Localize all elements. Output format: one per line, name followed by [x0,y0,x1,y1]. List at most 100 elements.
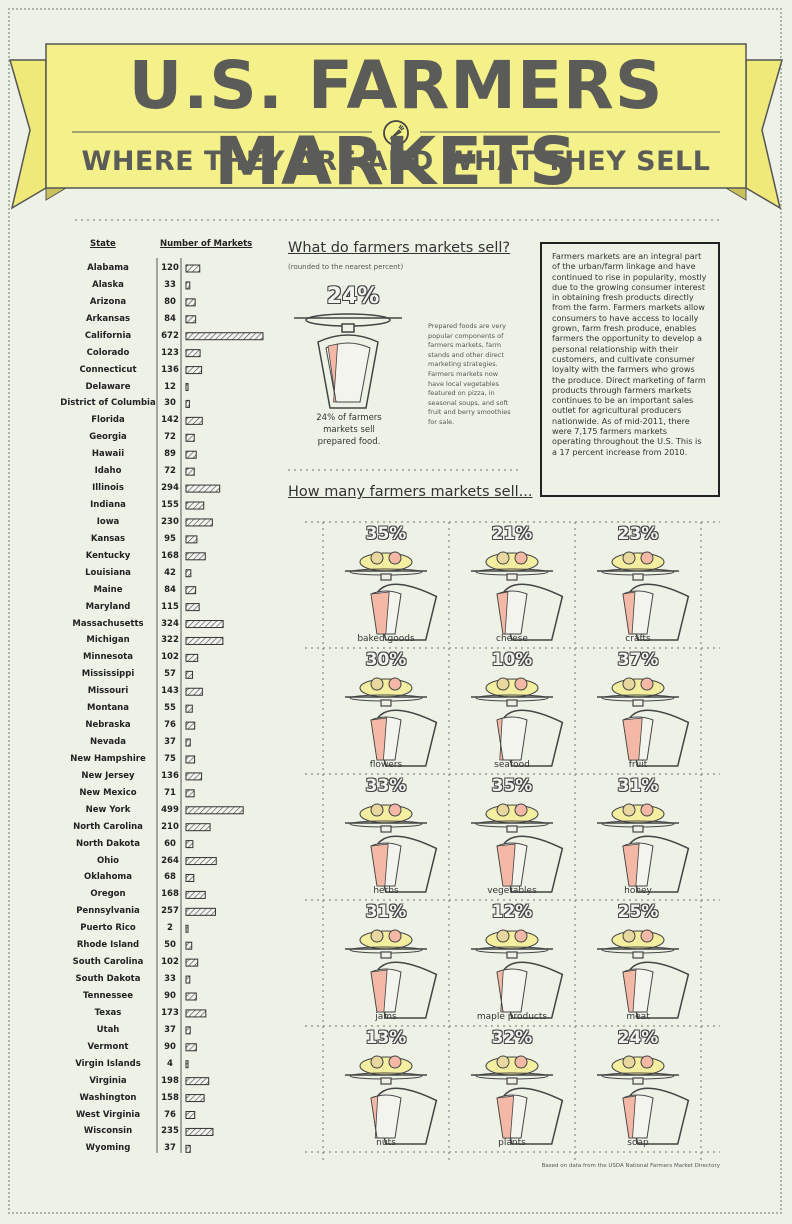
prepared-food-caption: 24% of farmers markets sell prepared foo… [316,413,382,447]
state-name: Arizona [89,296,127,307]
state-market-count: 102 [161,957,179,968]
gauge-label: cheese [496,634,528,644]
gauge-percent: 25% [617,902,659,922]
state-market-count: 198 [161,1075,179,1086]
state-name: Nebraska [85,720,131,731]
gauge-label: baked goods [357,634,415,644]
state-name: Washington [79,1092,137,1103]
gauge-percent: 31% [617,776,659,796]
gauge-crafts [597,551,690,641]
gauge-percent: 24% [617,1028,659,1048]
gauge-label: honey [624,886,652,896]
gauge-cheese [471,551,564,641]
state-market-count: 57 [164,669,176,680]
nut-icon [359,1055,413,1076]
state-name: Alaska [92,279,124,290]
meat-icon [611,929,665,950]
state-name: District of Columbia [60,398,156,409]
state-market-count: 257 [161,906,179,917]
state-market-count: 95 [164,533,176,544]
state-name: Kentucky [85,550,131,561]
state-market-count: 60 [164,838,176,849]
page-border [8,8,782,1214]
honey-icon [611,803,665,824]
gauge-fill [370,969,388,1013]
state-market-count: 50 [164,940,176,951]
state-name: Louisiana [85,567,131,578]
gauge-label: maple products [476,1012,548,1022]
state-name: New Jersey [81,770,135,781]
state-market-count: 37 [164,1024,176,1035]
section-title-how-many: How many farmers markets sell... [288,484,533,500]
gauge-percent: 37% [617,650,659,670]
ribbon-left-tail [9,59,47,210]
state-name: Tennessee [83,990,133,1001]
state-market-count: 2 [167,923,173,934]
state-name: Minnesota [83,652,133,663]
prepared-food-gauge-fill [327,343,339,403]
state-market-count: 55 [164,703,176,714]
state-name: Maine [93,584,123,595]
gauge-percent: 21% [491,524,533,544]
state-name: Idaho [94,466,122,477]
state-name: West Virginia [75,1109,141,1120]
state-market-count: 264 [161,855,179,866]
state-name: Massachusetts [72,618,144,629]
gauge-fill [622,1095,636,1139]
state-name: Oregon [90,889,126,900]
gauge-percent: 31% [365,902,407,922]
state-market-count: 136 [161,770,179,781]
fish-icon [485,677,539,698]
state-name: Georgia [89,432,127,443]
state-name: Virginia [89,1075,127,1086]
state-name: Arkansas [85,313,131,324]
state-market-count: 90 [164,990,176,1001]
gauge-percent: 33% [365,776,407,796]
gauge-percent: 23% [617,524,659,544]
gauge-label: soap [627,1138,649,1148]
state-market-count: 168 [161,889,179,900]
gauge-fill [496,1095,515,1139]
state-name: Illinois [92,483,124,494]
state-market-count: 37 [164,737,176,748]
gauge-plants [471,1055,564,1145]
prepared-food-description: Prepared foods are very popular componen… [428,322,511,426]
gauge-fill [370,843,389,887]
state-name: Michigan [86,635,130,646]
state-market-count: 102 [161,652,179,663]
state-name: Virgin Islands [75,1058,141,1069]
state-market-count: 84 [164,313,176,324]
state-name: Indiana [90,500,126,511]
state-name: California [84,330,132,341]
state-market-count: 89 [164,449,176,460]
gauge-seafood [471,677,564,767]
gauge-fill [496,591,509,635]
state-name: Florida [91,415,125,426]
state-market-count: 173 [161,1007,179,1018]
state-market-count: 499 [161,804,179,815]
prepared-food-gauge [294,313,402,409]
state-market-count: 80 [164,296,176,307]
banner [45,43,747,189]
gauge-percent: 12% [491,902,533,922]
state-market-count: 4 [167,1058,173,1069]
gauge-percent: 13% [365,1028,407,1048]
state-name: Hawaii [91,449,125,460]
state-name: Maryland [85,601,131,612]
gauge-label: jams [375,1012,397,1022]
carrot-icon [383,120,409,146]
state-market-count: 143 [161,686,179,697]
state-market-count: 30 [164,398,176,409]
state-market-count: 235 [161,1126,179,1137]
rounding-note: (rounded to the nearest percent) [288,263,404,271]
state-name: Puerto Rico [80,923,136,934]
state-name: South Carolina [72,957,144,968]
state-name: Montana [87,703,129,714]
gauge-jams [345,929,438,1019]
state-name: New Mexico [79,787,137,798]
footer-source: Based on data from the USDA National Far… [541,1163,720,1169]
page-title: U.S. FARMERS MARKETS [128,47,664,200]
state-name: Vermont [87,1041,129,1052]
state-market-count: 168 [161,550,179,561]
gauge-fill [370,1095,379,1139]
